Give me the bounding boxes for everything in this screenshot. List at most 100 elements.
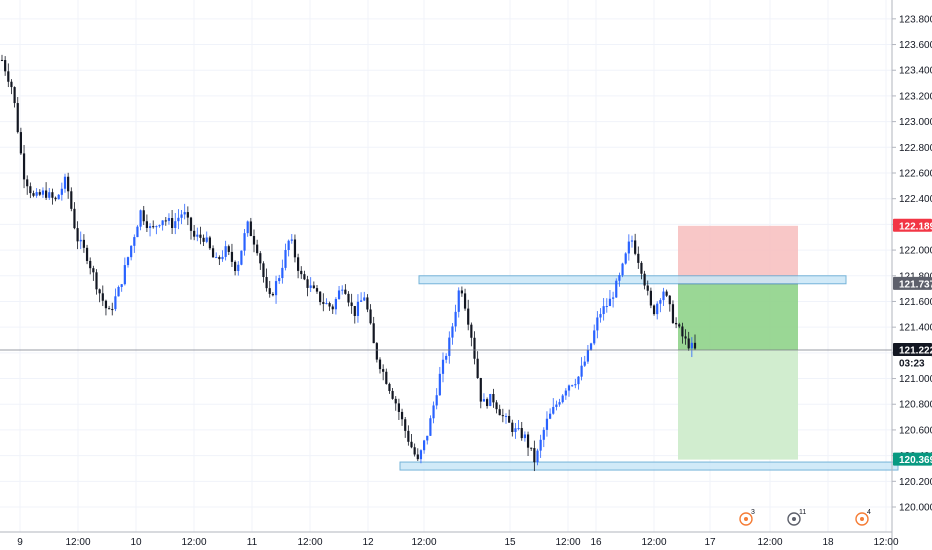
- candle-body: [19, 132, 22, 154]
- candle-body: [249, 221, 252, 236]
- target-label: 120.369: [893, 452, 932, 466]
- candle-body: [174, 221, 177, 228]
- stop-label: 122.189: [893, 218, 932, 232]
- chart-grid: [0, 0, 892, 532]
- candle-body: [470, 324, 473, 338]
- candle-body: [230, 251, 234, 262]
- candle-body: [530, 447, 533, 449]
- candle-body: [681, 326, 684, 337]
- candle-body: [637, 253, 640, 263]
- stop-label-bg: [893, 218, 932, 232]
- candle-body: [363, 297, 366, 301]
- candle-body: [297, 257, 300, 271]
- candle-body: [164, 220, 167, 222]
- candle-body: [89, 260, 92, 269]
- candle-body: [479, 378, 482, 402]
- candle-body: [309, 285, 312, 288]
- price-tick-label: 123.400: [899, 66, 932, 77]
- event-markers[interactable]: 3 11 4: [739, 509, 871, 526]
- candle-body: [498, 409, 501, 416]
- chart-overlays: [399, 225, 899, 471]
- candle-body: [284, 250, 287, 268]
- entry-label-text: 121.737: [899, 279, 932, 290]
- candle-body: [467, 308, 470, 325]
- current-price-label: 121.222: [893, 343, 932, 357]
- candle-body: [0, 59, 4, 61]
- time-tick-label: 12: [362, 537, 374, 548]
- event-marker-3-dot: [744, 517, 748, 521]
- candle-body: [300, 270, 303, 275]
- candle-body: [489, 394, 492, 406]
- time-tick-label: 16: [590, 537, 602, 548]
- candle-body: [630, 240, 634, 242]
- candle-body: [593, 330, 596, 344]
- candle-body: [315, 288, 319, 292]
- time-tick-label: 9: [17, 537, 23, 548]
- candle-body: [142, 210, 145, 222]
- candle-body: [463, 293, 467, 309]
- candle-body: [375, 343, 378, 360]
- candle-body: [693, 342, 697, 349]
- candle-body: [171, 218, 174, 228]
- candle-body: [514, 428, 517, 432]
- candle-body: [404, 419, 407, 431]
- candle-body: [73, 208, 76, 229]
- support-zone: [399, 461, 899, 471]
- candle-body: [243, 233, 246, 251]
- price-tick-label: 121.400: [899, 323, 932, 334]
- target-label-text: 120.369: [899, 455, 932, 466]
- candle-body: [438, 373, 441, 396]
- candle-body: [678, 324, 681, 327]
- event-marker-3[interactable]: 3: [739, 509, 755, 526]
- event-marker-4[interactable]: 4: [855, 509, 871, 526]
- candle-body: [564, 390, 567, 396]
- time-axis[interactable]: 9 12:00 10 12:00 11 12:00 12 12:00 15 12:00 16 12:0…: [0, 531, 899, 548]
- price-axis[interactable]: 120.000120.200120.400120.600120.800121.0…: [891, 0, 932, 550]
- candle-body: [539, 439, 542, 451]
- candle-body: [511, 422, 514, 432]
- candle-body: [344, 289, 347, 294]
- event-marker-11-count: 11: [799, 509, 806, 516]
- candle-body: [85, 247, 89, 261]
- candle-body: [356, 301, 360, 316]
- candle-body: [120, 284, 123, 287]
- event-marker-11[interactable]: 11: [787, 509, 806, 526]
- price-tick-label: 123.000: [899, 117, 932, 128]
- candle-body: [353, 305, 356, 316]
- candle-body: [400, 411, 404, 420]
- event-marker-4-count: 4: [867, 509, 871, 516]
- candle-body: [602, 306, 605, 315]
- candle-body: [378, 359, 382, 370]
- candle-body: [224, 246, 227, 257]
- candle-body: [218, 257, 221, 260]
- candle-body: [16, 103, 19, 133]
- candle-body: [460, 290, 463, 294]
- candle-body: [397, 403, 400, 412]
- candle-body: [26, 179, 29, 187]
- entry-label: 121.737: [893, 276, 932, 290]
- candle-body: [51, 192, 54, 198]
- candle-body: [687, 338, 690, 349]
- price-tick-label: 120.000: [899, 503, 932, 514]
- price-tick-label: 123.800: [899, 14, 932, 25]
- candle-body: [369, 309, 372, 324]
- price-tick-label: 122.800: [899, 143, 932, 154]
- candle-body: [177, 217, 180, 222]
- candle-body: [454, 311, 457, 327]
- candle-body: [668, 295, 671, 305]
- candle-body: [558, 402, 561, 405]
- candle-body: [457, 290, 460, 312]
- candle-body: [240, 250, 243, 265]
- candle-body: [303, 274, 306, 280]
- candle-body: [501, 415, 504, 417]
- price-tick-label: 123.200: [899, 91, 932, 102]
- price-tick-label: 121.000: [899, 374, 932, 385]
- candle-body: [486, 399, 489, 406]
- candle-body: [265, 277, 268, 289]
- candle-body: [574, 384, 577, 386]
- candle-body: [256, 244, 259, 254]
- candle-body: [76, 228, 79, 242]
- profit-zone-remaining: [678, 350, 798, 460]
- candle-body: [596, 317, 599, 331]
